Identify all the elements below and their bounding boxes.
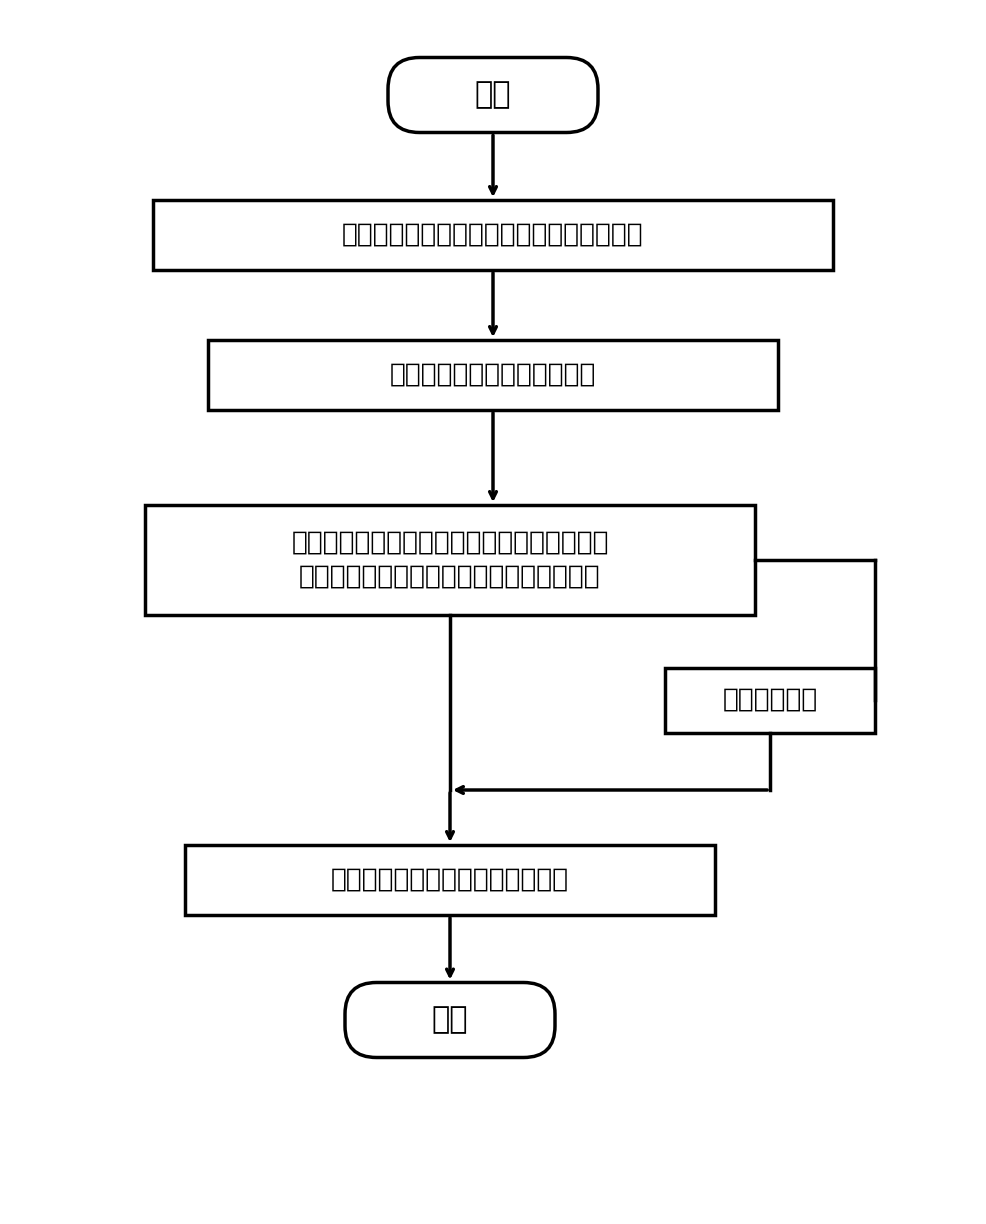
Bar — [145, 506, 754, 614]
FancyBboxPatch shape — [387, 58, 598, 132]
Text: 结合谐波理论: 结合谐波理论 — [722, 687, 816, 714]
Text: 多次测量获取电机不同状态下发生转子侧三相
负载不对称运行故障前后的转子电流频谱图: 多次测量获取电机不同状态下发生转子侧三相 负载不对称运行故障前后的转子电流频谱图 — [291, 530, 608, 590]
Text: 检查校正装置和测量对象零漂: 检查校正装置和测量对象零漂 — [389, 362, 596, 388]
Text: 结束: 结束 — [431, 1005, 467, 1034]
Text: 提取电机不同状态下的故障特征量: 提取电机不同状态下的故障特征量 — [330, 867, 569, 894]
Text: 搭建双馈风力发电机转子绕组故障模拟系统: 搭建双馈风力发电机转子绕组故障模拟系统 — [342, 222, 643, 248]
Bar — [665, 667, 875, 732]
Bar — [153, 200, 832, 271]
Bar — [184, 845, 714, 916]
Text: 开始: 开始 — [474, 81, 511, 109]
FancyBboxPatch shape — [345, 983, 554, 1058]
Bar — [208, 340, 777, 410]
